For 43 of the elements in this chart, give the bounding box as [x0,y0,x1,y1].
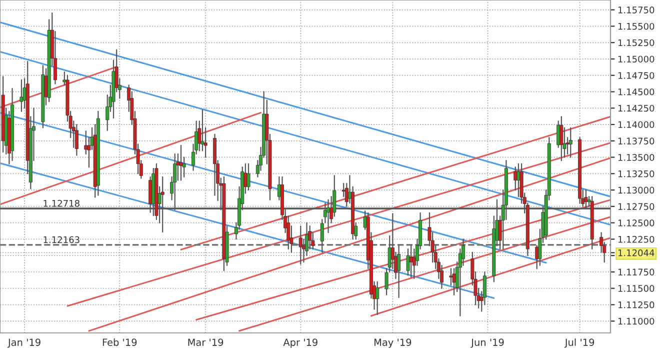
candlestick [179,144,183,181]
y-tick-label: 1.13500 [618,154,654,161]
y-tick-label: 1.14750 [618,72,654,79]
candlestick [298,226,302,265]
x-tick-label: Apr '19 [283,338,318,348]
y-tick-label: 1.15000 [618,56,654,63]
y-tick-label: 1.11750 [618,268,654,276]
y-tick-label: 1.13250 [618,170,654,178]
y-tick-label: 1.12044 [618,249,654,256]
y-tick-label: 1.14250 [618,104,654,112]
y-tick-label: 1.13750 [618,138,654,144]
y-tick-label: 1.15500 [618,22,654,30]
y-tick-label: 1.12750 [618,203,654,210]
x-tick-label: Jun '19 [470,338,504,348]
x-tick-label: Feb '19 [102,338,137,346]
y-tick-label: 1.11250 [618,301,654,308]
candlestick [406,248,410,276]
y-tick-label: 1.11500 [618,285,654,292]
candlestick [74,124,78,156]
y-tick-label: 1.15750 [618,6,654,14]
y-tick-label: 1.14000 [618,121,654,128]
x-tick-label: Mar '19 [188,338,224,346]
x-tick-label: May '19 [374,338,412,348]
candlestick [376,281,380,316]
candlestick [20,79,24,112]
y-tick-label: 1.12500 [618,220,654,226]
y-tick-label: 1.14500 [618,88,654,96]
ref-line-label: 1.12163 [44,236,80,244]
y-tick-label: 1.12250 [618,236,654,243]
candlestick [409,245,413,278]
candlestick [397,245,401,298]
y-tick-label: 1.11000 [618,318,654,325]
x-tick-label: Jul '19 [564,338,594,348]
candlestick [560,116,564,162]
candlestick [84,130,88,155]
candlestick [449,268,453,286]
y-tick-label: 1.15250 [618,39,654,46]
candlestick [246,163,250,191]
y-tick-label: 1.13000 [618,186,654,194]
x-tick-label: Jan '19 [7,338,40,348]
candlestick [568,127,572,158]
ref-line-label: 1.12718 [44,200,80,207]
candlestick [384,268,388,296]
